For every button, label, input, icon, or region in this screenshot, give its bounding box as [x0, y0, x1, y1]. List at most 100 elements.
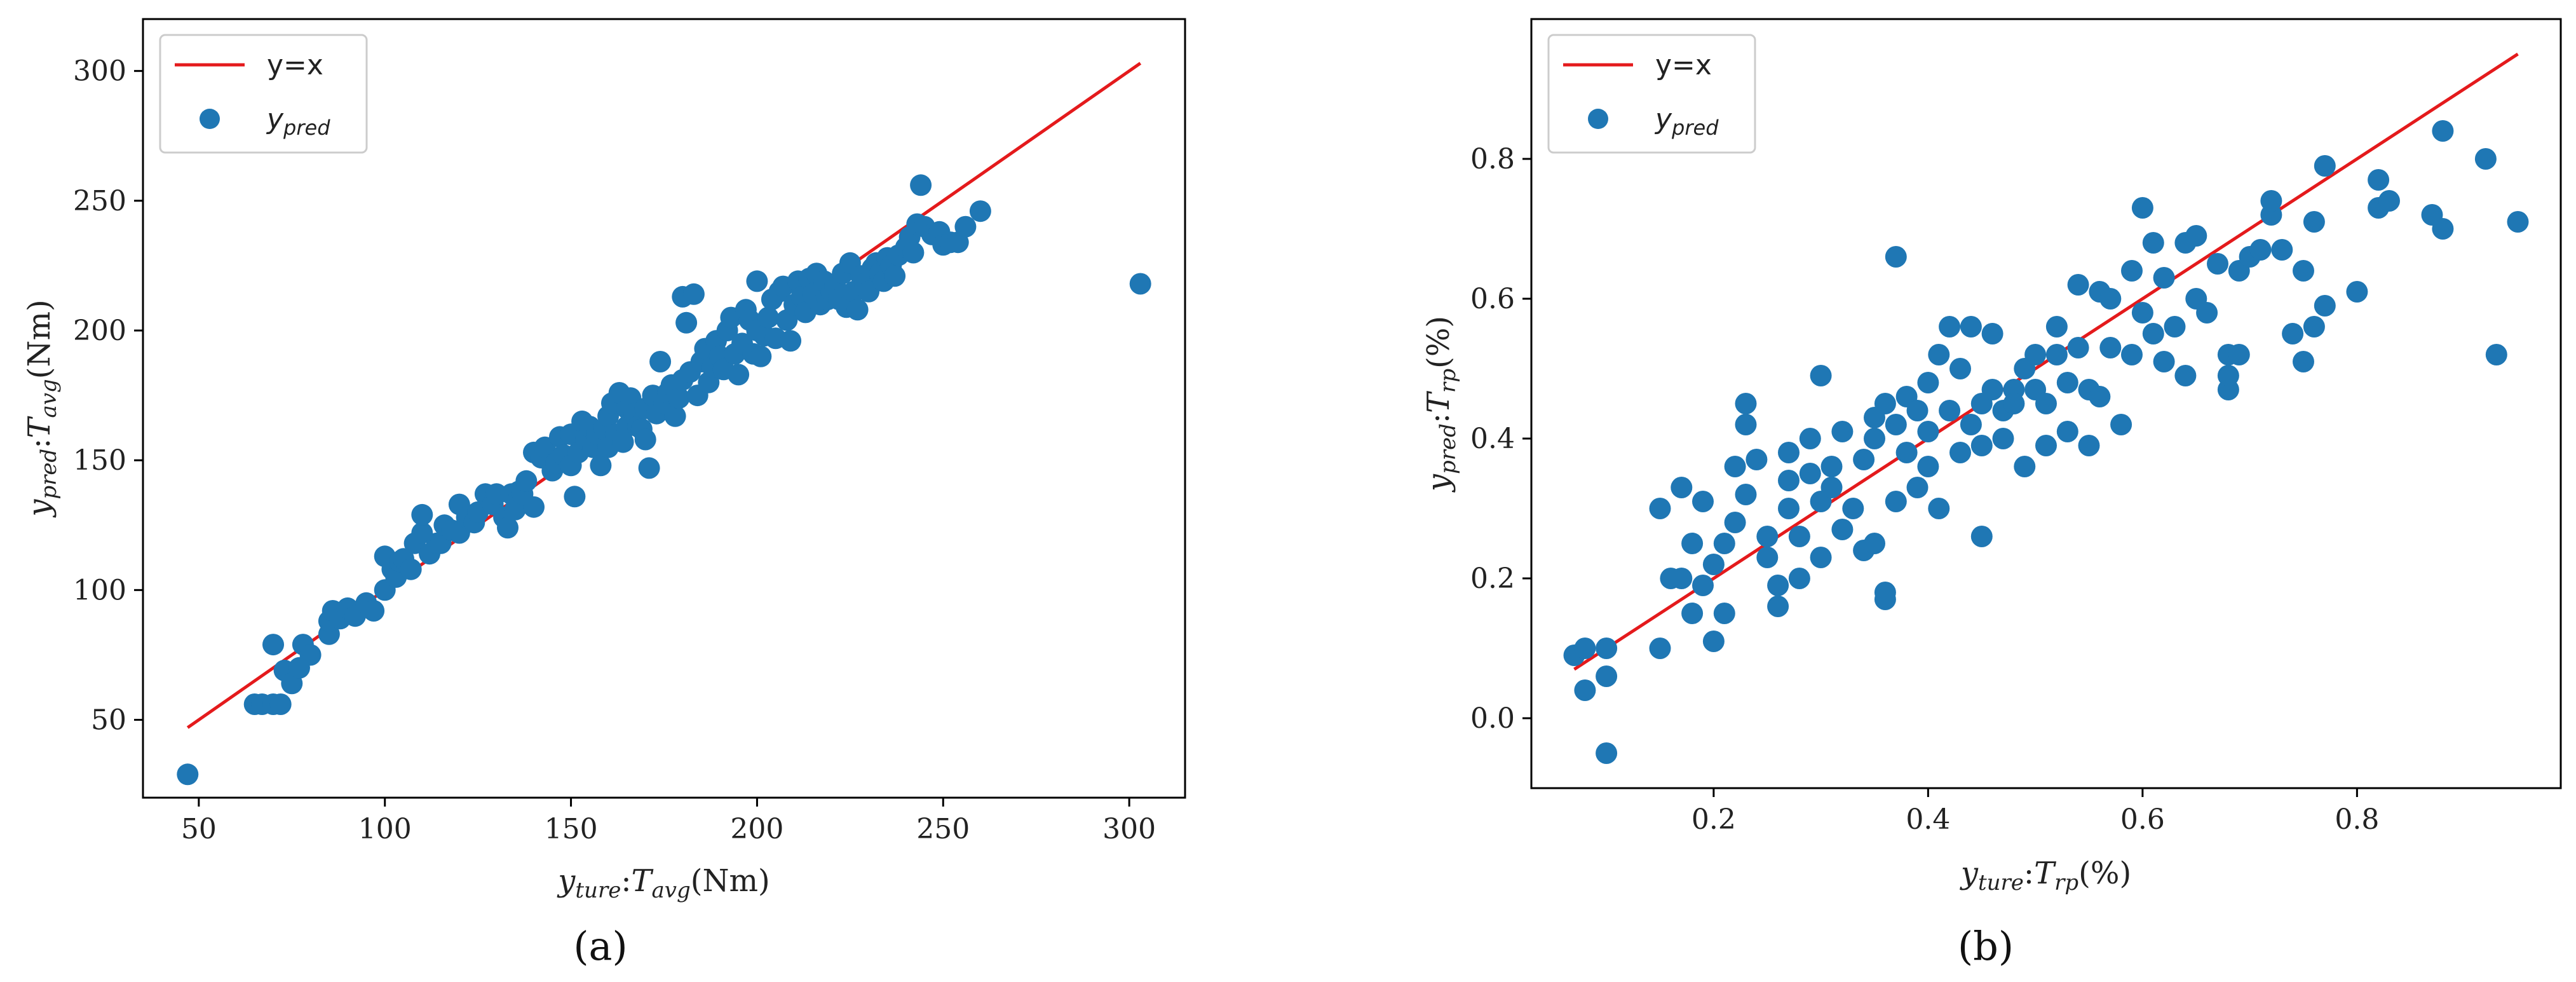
chart-a-point-66: [590, 454, 612, 477]
chart-b-point-132: [2368, 169, 2390, 191]
chart-a-points: [177, 174, 1151, 786]
chart-a-ylabel: ypred:Tavg(Nm): [22, 299, 62, 517]
chart-b-point-139: [2507, 211, 2529, 233]
chart-a-ytick-label-2: 150: [73, 444, 126, 477]
chart-b-point-138: [2485, 344, 2507, 365]
chart-a-panel-label: (a): [573, 923, 627, 969]
chart-b-ytick-label-0: 0.0: [1470, 702, 1515, 735]
chart-a-point-4: [269, 693, 292, 715]
chart-a-point-82: [638, 457, 660, 479]
chart-a-point-165: [1129, 273, 1151, 295]
chart-b-legend: y=x ypred: [1547, 34, 1756, 154]
chart-b-point-72: [1970, 526, 1993, 547]
chart-b-point-42: [1831, 519, 1854, 540]
chart-a-ytick-label-3: 200: [73, 315, 126, 347]
chart-a-point-90: [668, 387, 690, 409]
chart-b-point-95: [2099, 288, 2122, 310]
chart-a-point-95: [682, 283, 705, 305]
chart-a-point-107: [728, 364, 750, 386]
chart-b-point-103: [2142, 232, 2164, 254]
chart-b-point-79: [2014, 456, 2036, 477]
chart-b-xlabel: yture:Trp(%): [1960, 856, 2131, 896]
chart-b-point-13: [1692, 575, 1714, 596]
chart-b-point-112: [2207, 253, 2228, 275]
chart-b-plot: 0.2 0.4 0.6 0.8 0.0 0.2 0.4 0.6 0.8 yture:Trp(%…: [1421, 18, 2562, 969]
chart-a-axes-frame: [142, 18, 1186, 799]
chart-b-point-18: [1713, 603, 1735, 624]
chart-b-xtick-label-0: 0.2: [1691, 803, 1736, 836]
chart-b-point-136: [2432, 218, 2454, 240]
chart-b-point-24: [1746, 449, 1768, 470]
chart-a-legend-point-swatch: [200, 109, 220, 129]
chart-b-point-1: [1574, 679, 1596, 701]
chart-a-point-43: [497, 517, 519, 539]
chart-b-point-53: [1885, 491, 1907, 512]
chart-b-xtick-label-2: 0.6: [2120, 803, 2165, 836]
chart-b-point-60: [1917, 372, 1939, 393]
chart-b-point-82: [2024, 344, 2047, 365]
chart-b-point-63: [1928, 344, 1950, 365]
chart-b-point-47: [1864, 533, 1885, 554]
chart-b-point-27: [1767, 575, 1789, 596]
chart-b-point-124: [2293, 351, 2314, 372]
chart-a-xtick-label-4: 250: [916, 813, 970, 845]
chart-b-point-17: [1713, 533, 1735, 554]
chart-b-point-45: [1853, 449, 1875, 470]
chart-b-point-36: [1810, 547, 1832, 568]
chart-b-panel-label: (b): [1958, 923, 2014, 969]
chart-b-point-26: [1756, 526, 1779, 547]
chart-b-point-67: [1949, 358, 1971, 379]
chart-b-point-68: [1960, 414, 1982, 435]
chart-a-ytick-label-1: 100: [73, 574, 126, 606]
chart-b-point-87: [2056, 372, 2078, 393]
chart-b-point-105: [2153, 267, 2175, 289]
chart-b-point-14: [1692, 491, 1714, 512]
chart-b-xtick-label-3: 0.8: [2335, 803, 2379, 836]
chart-a-point-164: [969, 200, 991, 222]
chart-a-xtick-label-0: 50: [181, 813, 217, 845]
chart-b-point-97: [2110, 414, 2132, 435]
chart-b-point-98: [2121, 260, 2143, 282]
chart-b-point-115: [2217, 365, 2239, 386]
chart-a-plot: 50 100 150 200 250 300 50 100 150 200 250 300 ytur…: [22, 18, 1186, 969]
chart-b-point-75: [1992, 428, 2014, 449]
chart-b-point-62: [1928, 498, 1950, 519]
chart-b-points: [1563, 120, 2529, 764]
chart-a-point-41: [485, 483, 508, 505]
chart-b-point-71: [1970, 435, 1993, 456]
chart-b-point-90: [2067, 337, 2089, 358]
chart-b-point-61: [1917, 456, 1939, 477]
chart-b-point-73: [1981, 379, 2003, 400]
chart-a-point-85: [649, 351, 672, 372]
chart-b-point-23: [1735, 484, 1757, 505]
chart-a-point-113: [746, 270, 768, 292]
chart-b-point-137: [2474, 148, 2497, 170]
chart-b-point-66: [1949, 442, 1971, 463]
chart-a-point-28: [411, 503, 433, 526]
chart-b-point-22: [1735, 414, 1757, 435]
chart-a-xtick-label-3: 200: [730, 813, 783, 845]
chart-b-ylabel: ypred:Trp(%): [1421, 316, 1461, 493]
chart-b-point-108: [2174, 365, 2197, 386]
chart-a-ytick-label-5: 300: [73, 55, 126, 88]
chart-b-point-6: [1649, 638, 1671, 659]
chart-b-point-58: [1906, 477, 1929, 498]
chart-b-point-43: [1842, 498, 1864, 519]
chart-b-point-4: [1596, 742, 1618, 764]
chart-b-point-10: [1671, 568, 1693, 589]
chart-b-ytick-label-3: 0.6: [1470, 283, 1515, 315]
chart-b-point-57: [1906, 400, 1929, 421]
chart-b-point-101: [2131, 197, 2153, 219]
chart-b-point-119: [2249, 239, 2272, 261]
chart-b-point-88: [2056, 421, 2078, 442]
chart-b-point-96: [2099, 337, 2122, 358]
chart-b-point-51: [1874, 393, 1896, 414]
chart-b-point-117: [2228, 344, 2250, 365]
chart-b-point-25: [1756, 547, 1779, 568]
chart-b-axes-frame: [1530, 18, 2562, 789]
chart-b-point-84: [2035, 393, 2057, 414]
chart-a-point-18: [363, 600, 385, 622]
chart-b-point-16: [1702, 554, 1725, 575]
chart-b-point-126: [2303, 211, 2325, 233]
